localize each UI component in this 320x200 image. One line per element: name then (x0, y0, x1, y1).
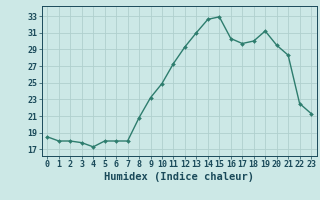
X-axis label: Humidex (Indice chaleur): Humidex (Indice chaleur) (104, 172, 254, 182)
